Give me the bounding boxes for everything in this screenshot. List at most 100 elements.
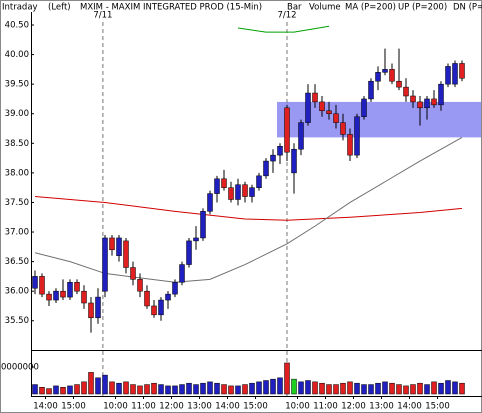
x-tick-label: 13:00 [187,402,212,412]
upper-line [237,25,330,33]
volume-bar [333,384,339,395]
candle-body [319,101,325,112]
volume-bar [235,385,241,395]
candle-body [242,184,248,197]
volume-bar [221,384,227,395]
volume-bar [263,380,269,395]
volume-bar [403,385,409,395]
volume-bar [284,362,290,395]
candle-body [109,237,115,251]
x-tick-label: 12:00 [159,402,184,412]
x-tick-label: 10:00 [103,402,128,412]
volume-bar [151,382,157,395]
volume-bar [39,387,45,395]
volume-bar [270,378,276,395]
volume-bar [305,380,311,395]
candle-body [214,178,220,194]
x-tick-label: 11:00 [131,402,156,412]
candle-body [347,134,353,156]
volume-bar [158,384,164,395]
candle-body [333,113,339,123]
candle-body [74,282,80,292]
date-label: 7/11 [93,11,112,21]
volume-bar [102,374,108,395]
volume-bar [291,378,297,395]
volume-bar [81,381,87,395]
candle-body [298,122,304,150]
candle-body [130,267,136,280]
volume-bar [214,382,220,395]
volume-bar [326,384,332,395]
volume-bar [46,388,52,395]
candle-body [459,63,465,79]
candle-body [368,80,374,100]
volume-bar [165,385,171,395]
candle-body [417,101,423,109]
y-tick-label: 40.50 [5,21,29,31]
candle-body [95,296,101,319]
candle-body [312,92,318,103]
candle-body [354,116,360,156]
candle-body [39,276,45,295]
volume-bar [53,385,59,395]
candle-body [305,92,311,123]
candle-body [340,122,346,135]
volume-bar [452,381,458,395]
volume-bar [438,382,444,395]
volume-bar [200,382,206,395]
x-tick-label: 15:00 [425,402,450,412]
candle-body [186,240,192,265]
volume-tick-label: 0000000 [1,363,39,373]
candle-body [46,293,52,301]
x-tick-label: 10:00 [285,402,310,412]
volume-bar [277,377,283,395]
candle-body [123,240,129,268]
up-label: UP (P=200) [398,3,447,13]
candle-body [207,193,213,212]
volume-bar [354,382,360,395]
candle-body [452,63,458,85]
volume-bar [382,381,388,395]
volume-bar [249,382,255,395]
volume-bar [88,372,94,395]
volume-bar [179,384,185,395]
volume-bar [74,384,80,395]
candle-body [67,282,73,298]
candle-body [361,98,367,117]
y-tick-label: 37.50 [5,198,29,208]
volume-bar [375,382,381,395]
volume-bar [130,384,136,395]
volume-bar [144,384,150,395]
candle-body [291,148,297,174]
volume-bar [123,381,129,395]
volume-bar [109,381,115,395]
candle-body [235,184,241,200]
x-tick-label: 11:00 [313,402,338,412]
candle-body [165,293,171,301]
volume-bar [431,381,437,395]
volume-bar [137,385,143,395]
y-tick-label: 35.50 [5,316,29,326]
x-tick-label: 14:00 [215,402,240,412]
volume-bar [340,382,346,395]
volume-bar [347,381,353,395]
x-tick-label: 15:00 [61,402,86,412]
candle-body [60,290,66,298]
candle-body [284,107,290,153]
candle-body [221,178,227,188]
y-tick-label: 39.00 [5,109,29,119]
date-label: 7/12 [277,11,296,21]
volume-bar [172,385,178,395]
candle-body [88,302,94,319]
volume-bar [368,384,374,395]
volume-bar [242,384,248,395]
volume-bar [424,384,430,395]
y-tick-label: 40.00 [5,50,29,60]
candle-body [228,187,234,200]
ma-label: MA (P=200) [345,3,396,13]
volume-bar [228,385,234,395]
volume-bar [417,382,423,395]
candle-body [193,237,199,242]
